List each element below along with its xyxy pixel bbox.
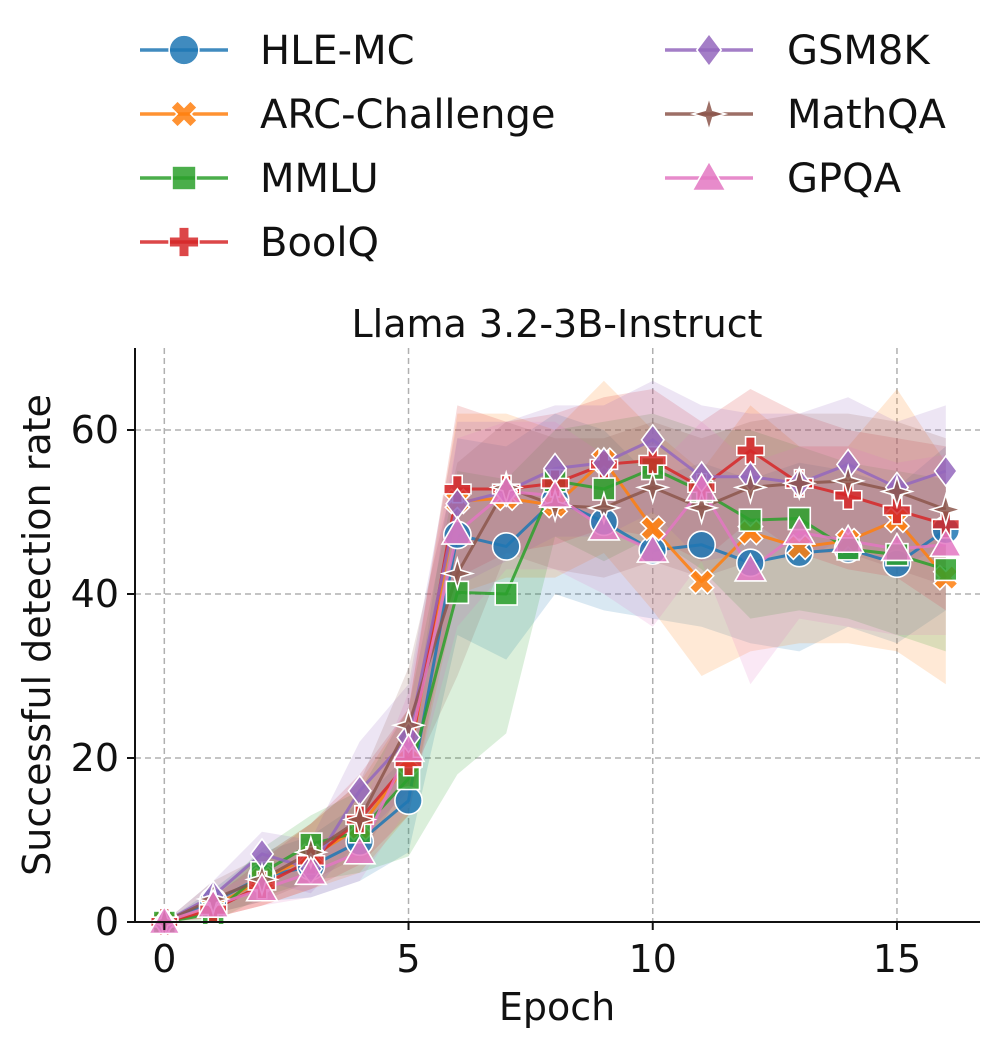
point-gpqa	[294, 855, 328, 886]
legend-label-gpqa: GPQA	[787, 156, 902, 202]
legend-label-gsm8k: GSM8K	[787, 28, 931, 74]
series-markers	[146, 423, 964, 940]
axis-ticks: 0 5 10 15 0 20 40 60	[71, 408, 922, 981]
point-gpqa	[684, 472, 719, 502]
legend-marker-boolq	[168, 226, 200, 258]
point-gsm8k	[591, 446, 617, 480]
point-gpqa	[538, 478, 572, 508]
point-gpqa	[929, 527, 963, 558]
legend-label-mmlu: MMLU	[260, 156, 379, 202]
legend-marker-arc-challenge	[169, 99, 199, 129]
point-gpqa	[831, 523, 865, 554]
legend-item-gpqa: GPQA	[665, 156, 902, 202]
point-gpqa	[440, 515, 475, 545]
y-tick-label: 20	[71, 736, 119, 780]
y-axis-label: Successful detection rate	[15, 394, 59, 876]
chart-title: Llama 3.2-3B-Instruct	[352, 302, 763, 346]
point-boolq	[638, 445, 668, 475]
band-hle-mc	[164, 413, 946, 922]
point-hle-mc	[394, 786, 423, 816]
point-mathqa	[732, 469, 769, 506]
point-mmlu	[934, 557, 958, 582]
point-gpqa	[147, 904, 182, 935]
point-gpqa	[196, 888, 230, 918]
grid-lines	[135, 348, 980, 922]
y-tick-label: 60	[71, 408, 119, 452]
legend-item-mathqa: MathQA	[665, 92, 947, 138]
point-mathqa	[634, 469, 671, 506]
point-gpqa	[880, 531, 914, 562]
legend-item-boolq: BoolQ	[140, 220, 379, 266]
point-mathqa	[683, 490, 720, 526]
legend-label-mathqa: MathQA	[787, 92, 947, 138]
point-mathqa	[830, 463, 866, 499]
legend-label-hle-mc: HLE-MC	[260, 28, 415, 74]
point-mmlu	[738, 508, 763, 533]
point-mathqa	[341, 801, 378, 838]
legend-marker-gpqa	[690, 159, 728, 192]
y-tick-label: 0	[95, 900, 119, 944]
point-hle-mc	[491, 531, 521, 561]
point-gsm8k	[933, 454, 959, 488]
point-gpqa	[635, 533, 670, 563]
point-gpqa	[733, 552, 768, 582]
x-tick-label: 5	[396, 937, 420, 981]
x-axis-label: Epoch	[499, 985, 615, 1029]
point-gpqa	[245, 872, 279, 902]
x-tick-label: 15	[873, 937, 921, 981]
legend-marker-hle-mc	[168, 34, 200, 66]
legend-item-mmlu: MMLU	[140, 156, 379, 202]
point-gpqa	[587, 511, 621, 541]
point-boolq	[882, 495, 912, 525]
point-arc-challenge	[639, 515, 667, 542]
axes	[134, 348, 980, 923]
y-tick-label: 40	[71, 572, 119, 616]
legend-label-arc-challenge: ARC-Challenge	[260, 92, 556, 138]
legend-marker-mmlu	[171, 165, 197, 191]
legend-label-boolq: BoolQ	[260, 220, 379, 266]
point-gpqa	[489, 474, 523, 504]
point-boolq	[735, 436, 765, 465]
point-mmlu	[494, 582, 519, 606]
band-gpqa	[164, 421, 946, 922]
legend-marker-mathqa	[689, 94, 729, 134]
point-gsm8k	[640, 423, 665, 457]
point-arc-challenge	[688, 568, 715, 595]
point-gpqa	[391, 732, 426, 763]
x-tick-label: 10	[629, 937, 677, 981]
legend: HLE-MC ARC-Challenge MMLU BoolQ GSM8K MathQA G…	[140, 28, 947, 266]
point-hle-mc	[687, 530, 717, 560]
point-gpqa	[342, 835, 377, 865]
point-gpqa	[782, 515, 817, 545]
point-mathqa	[879, 473, 915, 510]
point-mathqa	[928, 491, 964, 528]
legend-item-gsm8k: GSM8K	[665, 28, 931, 74]
legend-item-arc-challenge: ARC-Challenge	[140, 92, 556, 138]
point-mathqa	[781, 465, 818, 502]
legend-marker-gsm8k	[695, 32, 723, 68]
x-tick-label: 0	[152, 937, 176, 981]
point-mathqa	[439, 555, 476, 592]
legend-item-hle-mc: HLE-MC	[140, 28, 415, 74]
